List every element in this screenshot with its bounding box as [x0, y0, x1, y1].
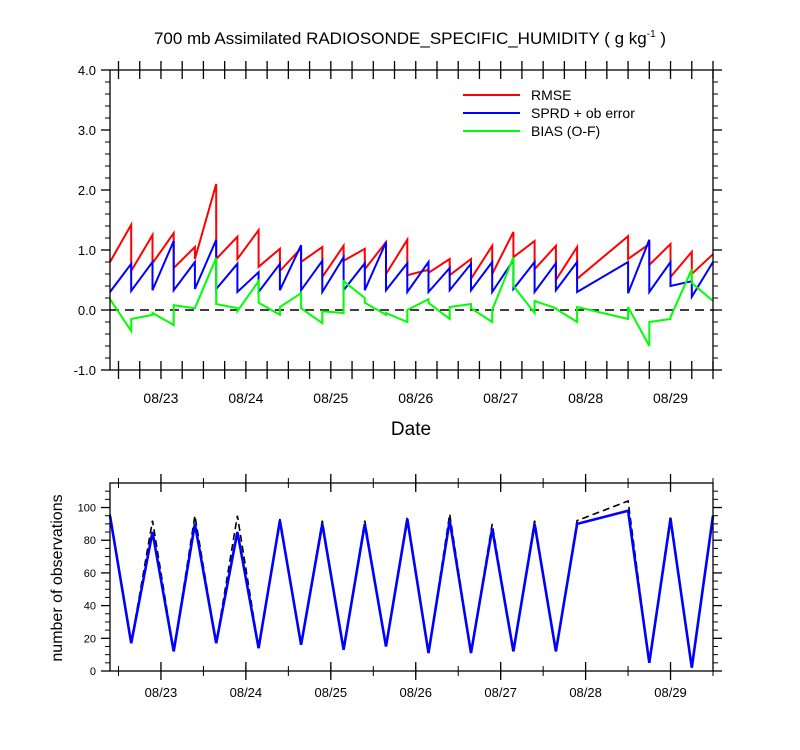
y-tick-label: 40: [84, 601, 96, 613]
legend-label-bias-o-f: BIAS (O-F): [531, 123, 600, 139]
x-tick-label: 08/26: [398, 390, 433, 406]
series-line-rmse: [109, 183, 714, 284]
x-tick-label: 08/29: [653, 390, 688, 406]
legend-label-sprd-ob-error: SPRD + ob error: [531, 105, 635, 121]
legend-label-rmse: RMSE: [531, 87, 571, 103]
plot-frame: [109, 69, 714, 371]
x-axis-label: Date: [391, 419, 431, 440]
x-tick-label: 08/27: [483, 390, 518, 406]
x-tick-label: 08/29: [654, 685, 687, 700]
y-tick-label: 20: [84, 633, 96, 645]
series-line-bias-o-f: [109, 256, 714, 347]
x-tick-label: 08/28: [568, 390, 603, 406]
series-line-sprd-ob-error: [109, 239, 714, 301]
y-tick-label: 2.0: [78, 183, 96, 198]
y-tick-label: 100: [78, 503, 96, 515]
series-line-used-observations: [108, 509, 715, 668]
top-chart: 700 mb Assimilated RADIOSONDE_SPECIFIC_H…: [74, 29, 722, 440]
y-axis-label: number of observations: [49, 494, 66, 661]
x-tick-label: 08/25: [313, 390, 348, 406]
y-tick-label: 80: [84, 535, 96, 547]
y-tick-label: 0.0: [78, 303, 96, 318]
legend: RMSE SPRD + ob error BIAS (O-F): [463, 87, 635, 139]
x-tick-label: 08/26: [399, 685, 432, 700]
x-tick-label: 08/24: [230, 685, 263, 700]
y-tick-label: 4.0: [78, 63, 96, 78]
y-tick-label: 3.0: [78, 123, 96, 138]
x-tick-label: 08/24: [228, 390, 263, 406]
y-tick-label: 60: [84, 568, 96, 580]
x-tick-label: 08/25: [315, 685, 348, 700]
chart-title: 700 mb Assimilated RADIOSONDE_SPECIFIC_H…: [154, 29, 666, 48]
x-tick-label: 08/23: [143, 390, 178, 406]
x-tick-label: 08/27: [484, 685, 517, 700]
y-tick-label: 1.0: [78, 243, 96, 258]
x-tick-label: 08/28: [569, 685, 602, 700]
x-tick-label: 08/23: [145, 685, 178, 700]
y-tick-label: 0: [90, 666, 96, 678]
bottom-chart: 0 20 40 60 80 100 08/23 08/24 08/25 08/26 08/27 08/…: [49, 474, 722, 700]
y-tick-label: -1.0: [74, 363, 96, 378]
series-line-possible-observations: [109, 499, 714, 668]
plot-frame: [109, 482, 714, 672]
